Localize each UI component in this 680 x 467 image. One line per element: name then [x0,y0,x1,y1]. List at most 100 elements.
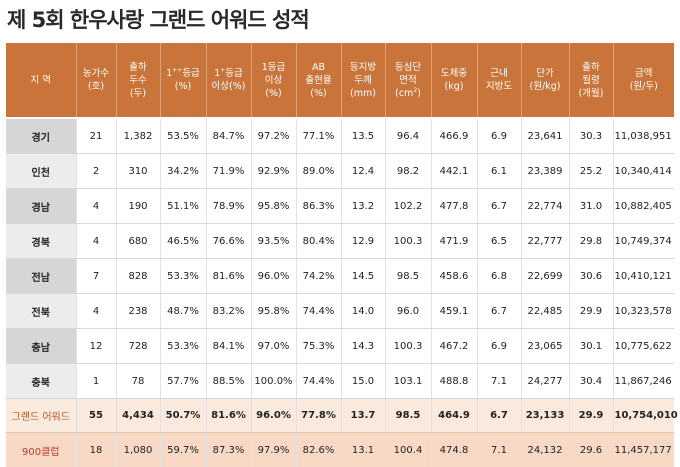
table-cell: 6.5 [477,224,521,259]
table-cell: 1,382 [116,118,160,154]
table-cell: 12.4 [341,154,385,189]
table-cell: 14.3 [341,329,385,364]
table-cell: 6.9 [477,329,521,364]
table-cell: 11,038,951 [613,118,674,154]
table-cell: 96.0 [385,294,431,329]
table-cell: 29.9 [569,399,613,433]
table-cell: 97.2% [251,118,296,154]
table-cell: 84.7% [206,118,251,154]
table-cell: 13.5 [341,118,385,154]
header-amount: 금액(원/두) [613,43,674,118]
table-cell: 30.6 [569,259,613,294]
table-cell: 96.0% [251,399,296,433]
region-cell: 경남 [6,189,76,224]
table-cell: 95.8% [251,294,296,329]
table-cell: 75.3% [296,329,341,364]
table-cell: 10,775,622 [613,329,674,364]
table-cell: 80.4% [296,224,341,259]
table-cell: 22,777 [521,224,569,259]
table-cell: 24,277 [521,364,569,399]
table-cell: 22,774 [521,189,569,224]
table-cell: 11,867,246 [613,364,674,399]
table-cell: 13.7 [341,399,385,433]
table-cell: 34.2% [160,154,206,189]
table-cell: 83.2% [206,294,251,329]
table-cell: 7 [76,259,116,294]
table-cell: 77.1% [296,118,341,154]
table-cell: 459.1 [431,294,477,329]
table-cell: 98.5 [385,259,431,294]
table-cell: 81.6% [206,399,251,433]
table-cell: 6.7 [477,189,521,224]
table-cell: 6.7 [477,399,521,433]
table-cell: 310 [116,154,160,189]
table-cell: 12 [76,329,116,364]
table-cell: 464.9 [431,399,477,433]
table-cell: 31.0 [569,189,613,224]
table-cell: 74.4% [296,294,341,329]
table-cell: 98.2 [385,154,431,189]
table-cell: 190 [116,189,160,224]
region-cell: 충북 [6,364,76,399]
table-cell: 102.2 [385,189,431,224]
table-cell: 458.6 [431,259,477,294]
table-cell: 88.5% [206,364,251,399]
region-cell: 인천 [6,154,76,189]
region-cell: 그랜드 어워드 [6,399,76,433]
table-cell: 96.0% [251,259,296,294]
table-cell: 728 [116,329,160,364]
table-cell: 30.4 [569,364,613,399]
table-cell: 53.3% [160,329,206,364]
table-cell: 89.0% [296,154,341,189]
table-cell: 4 [76,294,116,329]
header-unit-price: 단가(원/kg) [521,43,569,118]
table-cell: 14.5 [341,259,385,294]
header-carcass-weight: 도체중(kg) [431,43,477,118]
table-cell: 6.7 [477,294,521,329]
table-cell: 238 [116,294,160,329]
table-cell: 74.4% [296,364,341,399]
table-cell: 488.8 [431,364,477,399]
table-cell: 81.6% [206,259,251,294]
table-cell: 680 [116,224,160,259]
header-farms: 농가수(호) [76,43,116,118]
table-cell: 23,641 [521,118,569,154]
table-cell: 10,882,405 [613,189,674,224]
table-cell: 467.2 [431,329,477,364]
region-cell: 경기 [6,118,76,154]
table-cell: 95.8% [251,189,296,224]
table-cell: 15.0 [341,364,385,399]
table-cell: 2 [76,154,116,189]
table-cell: 23,133 [521,399,569,433]
table-cell: 55 [76,399,116,433]
table-cell: 84.1% [206,329,251,364]
table-cell: 4 [76,224,116,259]
table-cell: 13.2 [341,189,385,224]
table-cell: 98.5 [385,399,431,433]
table-cell: 53.5% [160,118,206,154]
page-title: 제 5회 한우사랑 그랜드 어워드 성적 [7,4,309,34]
table-cell: 77.8% [296,399,341,433]
table-cell: 29.9 [569,294,613,329]
table-cell: 6.9 [477,118,521,154]
table-cell: 7.1 [477,364,521,399]
region-cell: 전북 [6,294,76,329]
table-cell: 103.1 [385,364,431,399]
region-cell: 경북 [6,224,76,259]
table-cell: 100.3 [385,224,431,259]
table-cell: 828 [116,259,160,294]
table-cell: 97.0% [251,329,296,364]
header-region: 지 역 [6,43,76,118]
